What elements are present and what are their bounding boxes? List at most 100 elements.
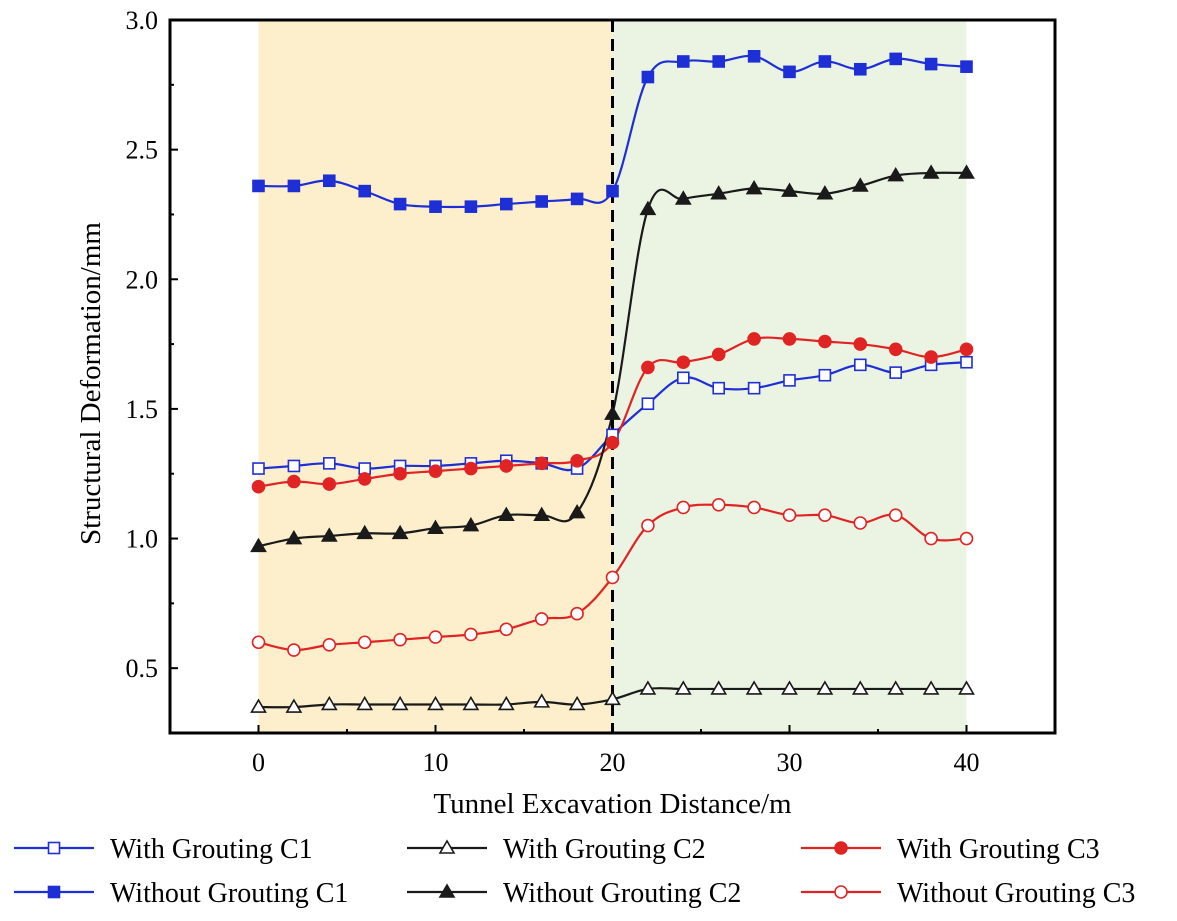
data-point-s6-13 — [711, 498, 726, 512]
legend-label: With Grouting C3 — [897, 834, 1100, 865]
data-point-s2-18 — [887, 680, 905, 695]
legend-marker — [47, 885, 61, 899]
legend-label: Without Grouting C2 — [503, 878, 741, 909]
y-tick-label: 3.0 — [126, 6, 159, 35]
data-point-s1-0 — [252, 462, 265, 475]
data-point-s2-9 — [568, 695, 586, 711]
x-axis-title: Tunnel Excavation Distance/m — [433, 788, 792, 820]
data-point-s4-16 — [818, 55, 832, 68]
data-point-s3-18 — [888, 342, 903, 357]
data-point-s2-19 — [922, 680, 940, 695]
data-point-s3-14 — [747, 332, 761, 346]
data-point-s6-16 — [818, 508, 832, 523]
data-point-s4-6 — [464, 200, 478, 213]
data-point-s4-15 — [783, 65, 796, 79]
data-point-s5-13 — [710, 185, 728, 200]
data-point-s5-12 — [674, 190, 692, 205]
x-tick-label: 20 — [600, 748, 626, 777]
data-point-s6-11 — [641, 518, 655, 533]
data-point-s3-10 — [605, 435, 620, 450]
data-point-s1-16 — [818, 368, 832, 382]
data-point-s2-0 — [250, 698, 267, 713]
data-point-s4-2 — [322, 174, 336, 188]
data-point-s2-5 — [427, 695, 444, 711]
data-point-s3-17 — [853, 337, 868, 351]
data-point-s5-6 — [462, 516, 480, 532]
data-point-s3-9 — [570, 453, 584, 468]
data-point-s1-2 — [322, 457, 336, 470]
data-point-s5-16 — [816, 185, 834, 200]
data-point-s6-12 — [676, 500, 691, 515]
legend-label: With Grouting C2 — [503, 834, 706, 865]
data-point-s6-17 — [853, 516, 868, 530]
data-point-s6-8 — [534, 612, 549, 626]
data-point-s3-19 — [924, 350, 938, 364]
data-point-s6-2 — [322, 638, 337, 652]
series-markers — [250, 49, 975, 713]
data-point-s1-20 — [960, 355, 973, 369]
data-point-s2-1 — [285, 698, 303, 713]
data-point-s4-1 — [287, 179, 301, 193]
legend: With Grouting C1 With Grouting C2 With Gro… — [14, 834, 1135, 909]
data-point-s4-14 — [747, 49, 761, 63]
y-axis-title: Structural Deformation/mm — [75, 222, 107, 545]
data-point-s1-13 — [712, 381, 726, 395]
data-point-s3-13 — [711, 347, 726, 362]
data-point-s6-3 — [357, 635, 372, 650]
data-point-s4-9 — [570, 192, 584, 206]
legend-label: Without Grouting C3 — [897, 878, 1135, 909]
data-point-s1-12 — [676, 371, 690, 385]
data-point-s2-12 — [674, 680, 692, 695]
data-point-s5-17 — [851, 177, 869, 192]
data-point-s6-4 — [393, 632, 407, 647]
y-tick-label: 1.5 — [126, 395, 159, 424]
data-point-s2-20 — [958, 680, 975, 695]
data-point-s5-7 — [497, 506, 515, 522]
legend-marker — [834, 885, 848, 899]
x-tick-label: 10 — [423, 748, 449, 777]
data-point-s5-8 — [533, 506, 551, 522]
data-point-s2-11 — [639, 680, 657, 695]
y-tick-label: 0.5 — [126, 654, 159, 683]
y-tick-label: 2.5 — [126, 136, 159, 165]
data-point-s6-14 — [747, 500, 761, 515]
data-point-s2-15 — [781, 680, 798, 695]
data-point-s2-2 — [320, 695, 338, 711]
shaded-region-1 — [258, 20, 613, 733]
data-point-s3-6 — [464, 461, 478, 476]
data-point-s6-6 — [464, 627, 478, 642]
data-point-s5-1 — [285, 529, 303, 545]
data-point-s6-20 — [959, 531, 974, 546]
data-point-s2-13 — [710, 680, 728, 695]
data-point-s5-10 — [604, 405, 621, 420]
data-point-s6-1 — [287, 643, 301, 657]
data-point-s6-7 — [499, 622, 514, 637]
legend-label: With Grouting C1 — [110, 834, 313, 865]
data-point-s3-3 — [357, 472, 372, 486]
data-point-s4-8 — [535, 195, 549, 208]
data-point-s4-11 — [641, 70, 655, 84]
x-tick-label: 30 — [777, 748, 803, 777]
data-point-s3-20 — [959, 342, 974, 357]
x-tick-label: 40 — [954, 748, 980, 777]
data-point-s6-15 — [782, 508, 797, 523]
axis-ticks: 0 10 20 30 40 0.5 1.0 1.5 2.0 2.5 3.0 — [126, 6, 980, 777]
data-point-s5-2 — [320, 527, 338, 542]
data-point-s4-20 — [960, 60, 973, 73]
data-point-s6-0 — [251, 635, 266, 650]
legend-marker — [438, 839, 456, 854]
data-point-s3-8 — [534, 456, 549, 471]
data-point-s4-0 — [252, 179, 265, 193]
x-tick-label: 0 — [252, 748, 265, 777]
legend-marker — [47, 841, 61, 855]
data-point-s1-15 — [783, 374, 796, 387]
data-point-s2-3 — [356, 695, 374, 711]
data-point-s3-11 — [641, 360, 655, 375]
data-point-s6-9 — [570, 606, 584, 621]
data-point-s1-14 — [747, 381, 761, 395]
data-point-s2-7 — [497, 695, 515, 711]
data-point-s5-3 — [356, 524, 374, 540]
legend-marker — [438, 883, 456, 898]
data-point-s5-11 — [639, 200, 657, 216]
